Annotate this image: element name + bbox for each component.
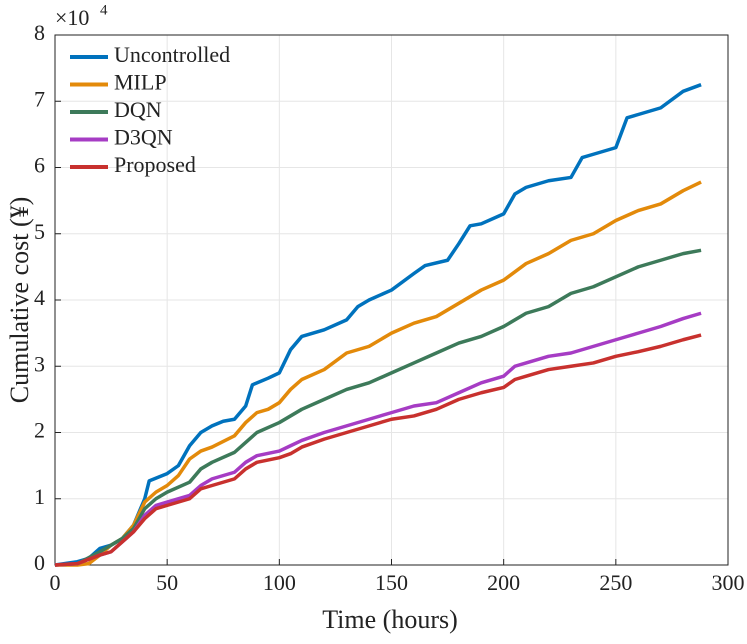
y-multiplier-exponent: 4	[100, 2, 108, 18]
x-tick-label: 200	[487, 570, 520, 595]
y-tick-label: 3	[34, 351, 45, 376]
legend-label: MILP	[114, 70, 167, 95]
x-tick-label: 100	[263, 570, 296, 595]
y-axis-label: Cumulative cost (¥)	[5, 197, 34, 404]
x-axis-label: Time (hours)	[322, 605, 458, 634]
y-tick-label: 0	[34, 550, 45, 575]
plot-frame	[54, 34, 729, 566]
legend-label: Proposed	[114, 152, 196, 177]
y-tick-label: 2	[34, 418, 45, 443]
y-tick-label: 5	[34, 219, 45, 244]
legend-label: Uncontrolled	[114, 42, 230, 67]
y-tick-label: 7	[34, 86, 45, 111]
series-line	[54, 248, 702, 567]
y-multiplier: ×10	[55, 5, 89, 30]
legend-label: D3QN	[114, 125, 173, 150]
y-tick-label: 8	[34, 20, 45, 45]
x-tick-label: 300	[712, 570, 745, 595]
series-line	[54, 311, 702, 567]
y-tick-label: 6	[34, 153, 45, 178]
y-tick-label: 1	[34, 484, 45, 509]
legend-label: DQN	[114, 97, 162, 122]
series-line	[55, 180, 702, 567]
x-tick-label: 150	[375, 570, 408, 595]
series-line	[54, 83, 702, 567]
x-tick-label: 250	[599, 570, 632, 595]
y-tick-label: 4	[34, 285, 45, 310]
series-line	[54, 333, 702, 567]
x-tick-label: 50	[156, 570, 178, 595]
x-tick-label: 0	[50, 570, 61, 595]
